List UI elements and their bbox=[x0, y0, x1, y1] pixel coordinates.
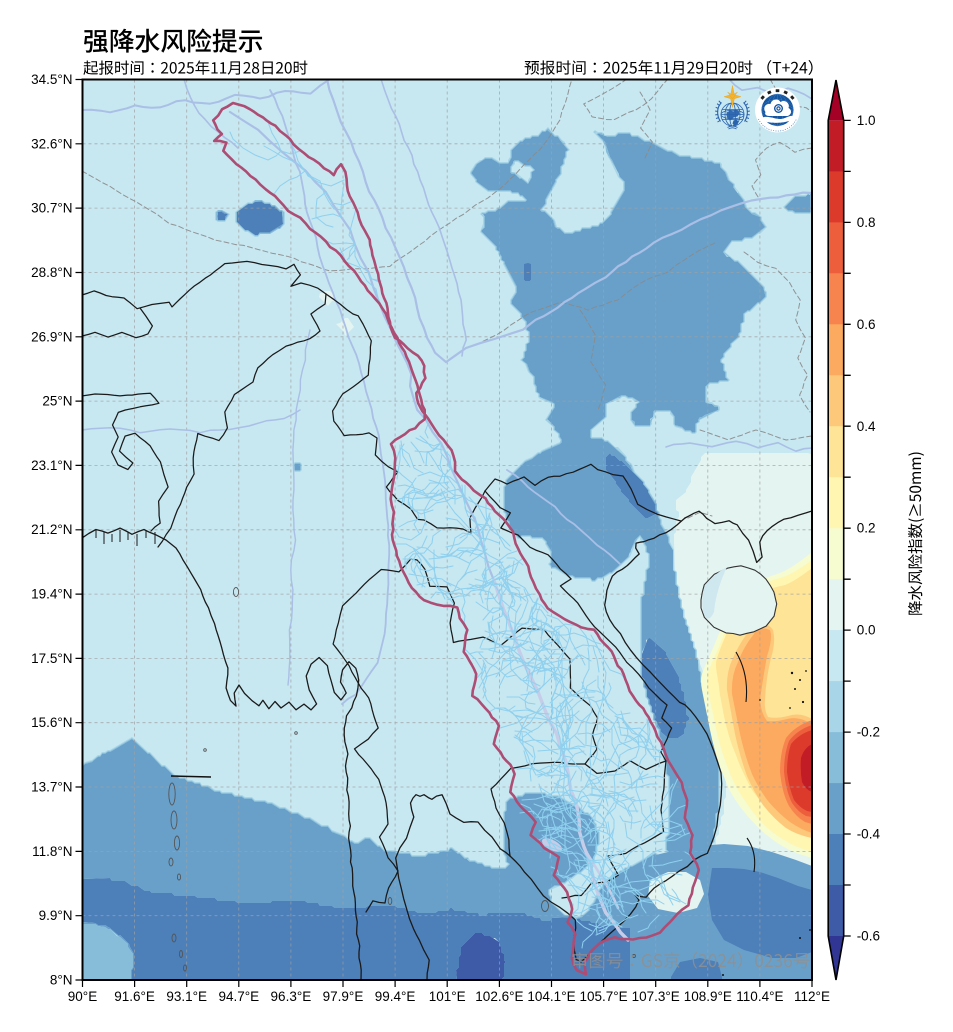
svg-text:94.7°E: 94.7°E bbox=[218, 989, 259, 1004]
svg-text:0.8: 0.8 bbox=[857, 215, 876, 230]
svg-text:104.1°E: 104.1°E bbox=[527, 989, 575, 1004]
svg-text:112°E: 112°E bbox=[794, 989, 830, 1004]
svg-text:9.9°N: 9.9°N bbox=[39, 908, 73, 923]
svg-text:26.9°N: 26.9°N bbox=[31, 329, 72, 344]
svg-text:15.6°N: 15.6°N bbox=[31, 715, 72, 730]
svg-text:19.4°N: 19.4°N bbox=[31, 587, 72, 602]
svg-text:101°E: 101°E bbox=[429, 989, 466, 1004]
svg-text:17.5°N: 17.5°N bbox=[31, 651, 72, 666]
svg-text:0.6: 0.6 bbox=[857, 317, 876, 332]
svg-text:11.8°N: 11.8°N bbox=[32, 844, 72, 859]
svg-text:91.6°E: 91.6°E bbox=[114, 989, 155, 1004]
svg-text:99.4°E: 99.4°E bbox=[375, 989, 416, 1004]
svg-text:32.6°N: 32.6°N bbox=[31, 136, 72, 151]
svg-text:34.5°N: 34.5°N bbox=[31, 72, 72, 87]
svg-text:102.6°E: 102.6°E bbox=[475, 989, 523, 1004]
svg-text:8°N: 8°N bbox=[50, 973, 73, 988]
svg-text:0.2: 0.2 bbox=[857, 521, 876, 536]
svg-text:90°E: 90°E bbox=[68, 989, 97, 1004]
svg-text:105.7°E: 105.7°E bbox=[580, 989, 628, 1004]
svg-text:21.2°N: 21.2°N bbox=[31, 522, 72, 537]
svg-text:-0.4: -0.4 bbox=[857, 827, 881, 842]
svg-text:23.1°N: 23.1°N bbox=[31, 458, 72, 473]
svg-text:0.0: 0.0 bbox=[857, 623, 876, 638]
svg-text:110.4°E: 110.4°E bbox=[736, 989, 783, 1004]
svg-text:25°N: 25°N bbox=[42, 394, 72, 409]
svg-text:13.7°N: 13.7°N bbox=[31, 780, 72, 795]
svg-text:96.3°E: 96.3°E bbox=[271, 989, 312, 1004]
svg-text:28.8°N: 28.8°N bbox=[31, 265, 72, 280]
svg-text:97.9°E: 97.9°E bbox=[323, 989, 364, 1004]
svg-text:93.1°E: 93.1°E bbox=[166, 989, 207, 1004]
svg-text:108.9°E: 108.9°E bbox=[684, 989, 732, 1004]
svg-text:0.4: 0.4 bbox=[857, 419, 876, 434]
svg-text:30.7°N: 30.7°N bbox=[31, 201, 72, 216]
svg-text:-0.2: -0.2 bbox=[857, 725, 880, 740]
svg-text:1.0: 1.0 bbox=[857, 113, 876, 128]
svg-text:107.3°E: 107.3°E bbox=[632, 989, 680, 1004]
svg-text:-0.6: -0.6 bbox=[857, 929, 880, 944]
